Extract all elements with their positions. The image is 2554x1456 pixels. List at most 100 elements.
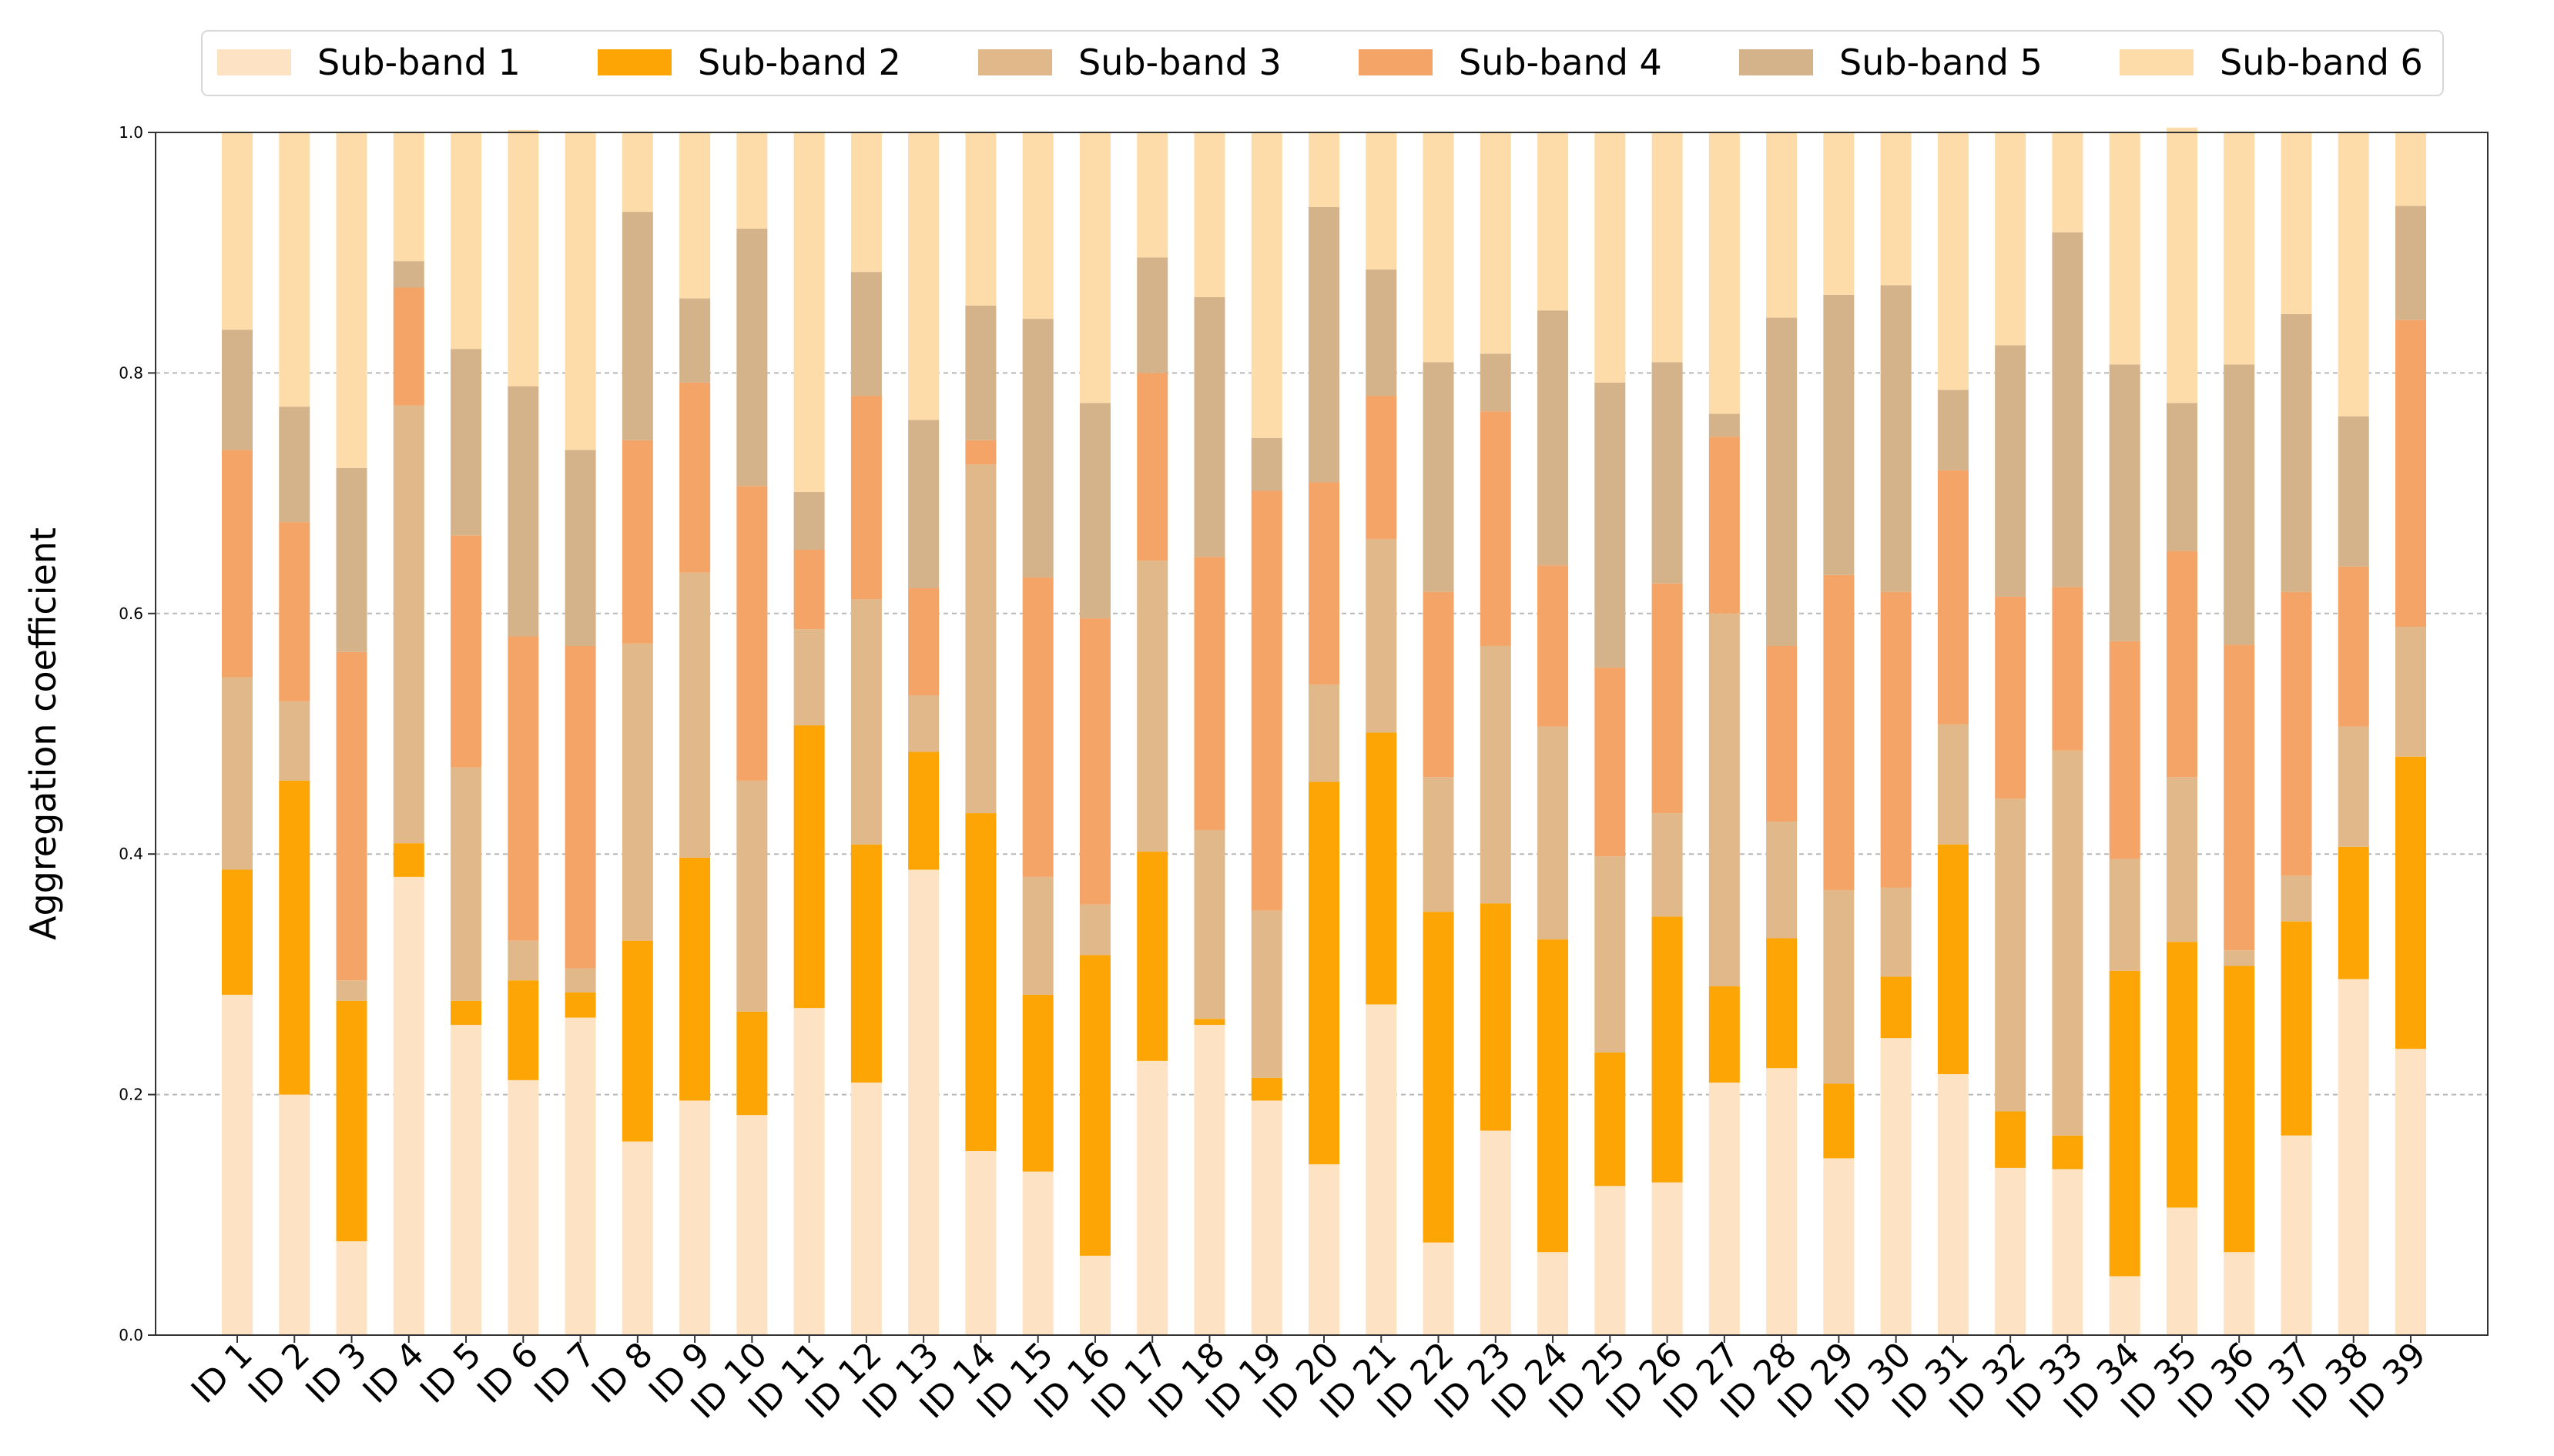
bar-sub-band-4-id-28	[1766, 645, 1798, 822]
bar-sub-band-4-id-30	[1880, 591, 1912, 888]
bar-sub-band-6-id-30	[1880, 132, 1912, 286]
bar-sub-band-6-id-39	[2395, 132, 2426, 206]
bars	[222, 127, 2426, 1335]
bar-sub-band-3-id-36	[2224, 950, 2255, 966]
bar-sub-band-4-id-16	[1079, 618, 1111, 905]
bar-sub-band-3-id-15	[1022, 876, 1054, 995]
bar-sub-band-6-id-9	[679, 132, 711, 299]
bar-sub-band-3-id-8	[622, 643, 653, 941]
bar-sub-band-3-id-2	[279, 701, 310, 781]
legend-label: Sub-band 3	[1078, 42, 1282, 83]
bar-sub-band-5-id-6	[508, 386, 539, 637]
legend-swatch	[1359, 49, 1433, 75]
bar-sub-band-3-id-37	[2281, 875, 2312, 922]
bar-sub-band-1-id-13	[908, 869, 940, 1335]
legend-label: Sub-band 5	[1839, 42, 2043, 83]
bar-sub-band-4-id-9	[679, 382, 711, 573]
bar-sub-band-1-id-9	[679, 1100, 711, 1335]
bar-sub-band-5-id-20	[1309, 206, 1339, 483]
bar-sub-band-1-id-28	[1766, 1068, 1798, 1335]
bar-sub-band-6-id-25	[1594, 132, 1626, 383]
bar-sub-band-2-id-19	[1251, 1077, 1282, 1101]
bar-sub-band-2-id-12	[850, 844, 882, 1083]
legend-swatch	[2120, 49, 2194, 75]
bar-sub-band-3-id-26	[1651, 813, 1683, 917]
bar-sub-band-5-id-31	[1937, 390, 1969, 470]
bar-sub-band-5-id-2	[279, 407, 310, 523]
y-tick-label: 0.2	[119, 1086, 143, 1104]
bar-sub-band-1-id-22	[1423, 1242, 1454, 1335]
bar-sub-band-5-id-8	[622, 212, 653, 440]
bar-sub-band-4-id-39	[2395, 320, 2426, 627]
bar-sub-band-5-id-24	[1537, 310, 1569, 566]
bar-sub-band-5-id-25	[1594, 382, 1626, 668]
bar-sub-band-1-id-10	[736, 1115, 768, 1335]
bar-sub-band-6-id-16	[1079, 132, 1111, 403]
bar-sub-band-5-id-36	[2224, 364, 2255, 645]
bar-sub-band-2-id-10	[736, 1011, 768, 1116]
bar-sub-band-3-id-38	[2338, 726, 2369, 847]
bar-sub-band-5-id-13	[908, 420, 940, 588]
bar-sub-band-2-id-31	[1937, 844, 1969, 1075]
x-axis: ID 1ID 2ID 3ID 4ID 5ID 6ID 7ID 8ID 9ID 1…	[184, 1335, 2434, 1427]
x-tick-label: ID 8	[585, 1335, 661, 1411]
y-tick-label: 0.0	[119, 1326, 143, 1344]
bar-sub-band-4-id-19	[1251, 490, 1282, 911]
x-tick-label: ID 5	[413, 1335, 489, 1411]
bar-sub-band-2-id-2	[279, 780, 310, 1095]
bar-sub-band-4-id-1	[222, 450, 253, 678]
y-tick-label: 0.4	[119, 845, 143, 863]
bar-sub-band-3-id-17	[1137, 561, 1168, 852]
y-axis: 0.0 0.2 0.4 0.6 0.8 1.0	[119, 123, 156, 1344]
bar-sub-band-1-id-15	[1022, 1171, 1054, 1335]
legend-label: Sub-band 6	[2220, 42, 2423, 83]
grid-lines	[156, 372, 2488, 1096]
bar-sub-band-1-id-25	[1594, 1186, 1626, 1335]
bar-sub-band-4-id-5	[451, 535, 482, 768]
bar-sub-band-4-id-8	[622, 440, 653, 644]
bar-sub-band-2-id-6	[508, 980, 539, 1080]
bar-sub-band-6-id-11	[793, 132, 825, 493]
bar-sub-band-5-id-39	[2395, 206, 2426, 320]
bar-sub-band-4-id-34	[2109, 641, 2140, 859]
bar-sub-band-3-id-33	[2052, 750, 2083, 1136]
bar-sub-band-3-id-10	[736, 780, 768, 1012]
bar-sub-band-2-id-20	[1309, 782, 1339, 1165]
bar-sub-band-5-id-27	[1708, 413, 1740, 437]
bar-sub-band-6-id-37	[2281, 132, 2312, 314]
legend-swatch	[1739, 49, 1813, 75]
bar-sub-band-2-id-36	[2224, 966, 2255, 1253]
bar-sub-band-5-id-19	[1251, 437, 1282, 491]
bar-sub-band-5-id-16	[1079, 403, 1111, 619]
bar-sub-band-5-id-9	[679, 298, 711, 383]
bar-sub-band-3-id-39	[2395, 626, 2426, 757]
bar-sub-band-3-id-12	[850, 599, 882, 845]
bar-sub-band-5-id-37	[2281, 313, 2312, 592]
bar-sub-band-4-id-32	[1995, 596, 2026, 799]
bar-sub-band-1-id-20	[1309, 1164, 1339, 1335]
bar-sub-band-1-id-27	[1708, 1082, 1740, 1335]
bar-sub-band-4-id-18	[1194, 557, 1225, 830]
bar-sub-band-6-id-33	[2052, 132, 2083, 233]
bar-sub-band-5-id-29	[1823, 294, 1855, 575]
bar-sub-band-2-id-38	[2338, 846, 2369, 979]
bar-sub-band-1-id-3	[336, 1241, 367, 1335]
bar-sub-band-6-id-26	[1651, 132, 1683, 363]
bar-sub-band-3-id-16	[1079, 904, 1111, 956]
bar-sub-band-2-id-29	[1823, 1083, 1855, 1159]
legend-label: Sub-band 2	[698, 42, 901, 83]
bar-sub-band-4-id-3	[336, 651, 367, 981]
bar-sub-band-5-id-28	[1766, 317, 1798, 646]
bar-sub-band-2-id-3	[336, 1000, 367, 1242]
bar-sub-band-2-id-32	[1995, 1111, 2026, 1168]
bar-sub-band-4-id-20	[1309, 482, 1339, 684]
bar-sub-band-6-id-10	[736, 132, 768, 229]
bar-sub-band-5-id-17	[1137, 257, 1168, 373]
bar-sub-band-6-id-36	[2224, 132, 2255, 365]
bar-sub-band-1-id-16	[1079, 1255, 1111, 1335]
bar-sub-band-4-id-38	[2338, 566, 2369, 727]
bar-sub-band-4-id-31	[1937, 470, 1969, 725]
bar-sub-band-2-id-30	[1880, 976, 1912, 1039]
bar-sub-band-4-id-7	[565, 645, 596, 969]
bar-sub-band-1-id-4	[393, 876, 424, 1335]
